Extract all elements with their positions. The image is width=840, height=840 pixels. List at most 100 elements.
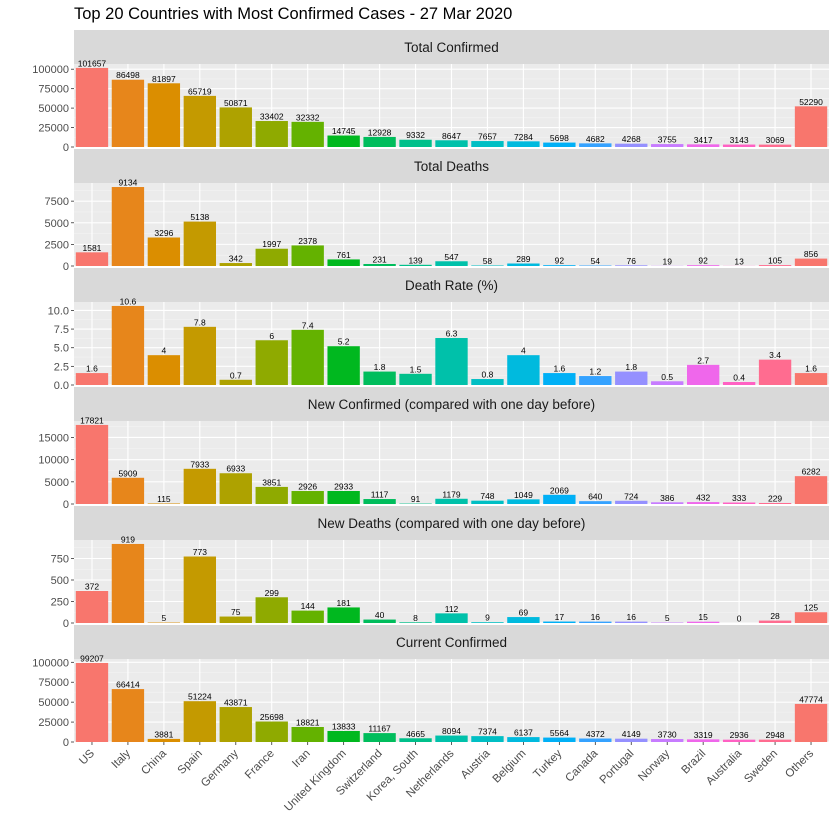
bar <box>435 261 468 266</box>
facet-strip-title: New Confirmed (compared with one day bef… <box>308 397 595 412</box>
bar-value-label: 1.5 <box>410 364 422 374</box>
bar <box>75 67 109 147</box>
bar <box>507 263 540 266</box>
bar <box>147 738 181 742</box>
bar <box>615 621 648 623</box>
bar <box>399 264 432 266</box>
bar <box>111 79 145 147</box>
bar <box>686 502 720 504</box>
bar <box>363 371 396 385</box>
bar <box>543 737 576 742</box>
bar-value-label: 10.6 <box>120 296 137 306</box>
y-tick-label: 0 <box>63 737 69 749</box>
bar <box>75 252 109 266</box>
bar-value-label: 2933 <box>334 481 353 491</box>
bar-value-label: 65719 <box>188 86 212 96</box>
bar-value-label: 9332 <box>406 130 425 140</box>
bar-value-label: 2378 <box>298 236 317 246</box>
bar <box>651 144 684 147</box>
bar <box>471 265 504 266</box>
bar-value-label: 761 <box>337 250 351 260</box>
bar-value-label: 1.8 <box>625 362 637 372</box>
y-tick-label: 100000 <box>32 657 69 669</box>
bar <box>471 141 504 147</box>
x-tick-label: China <box>139 747 169 777</box>
bar <box>435 140 468 147</box>
bar <box>147 237 181 266</box>
bar <box>75 591 109 623</box>
bar-value-label: 3296 <box>154 228 173 238</box>
bar-value-label: 856 <box>804 249 818 259</box>
bar-value-label: 333 <box>732 493 746 503</box>
bar-value-label: 54 <box>591 256 601 266</box>
y-tick-label: 2500 <box>45 239 69 251</box>
bar-value-label: 19 <box>662 256 672 266</box>
bar <box>219 616 252 623</box>
bar <box>686 739 720 742</box>
bar <box>111 187 145 266</box>
bar <box>219 707 252 742</box>
bar <box>722 739 756 742</box>
bar-value-label: 299 <box>265 588 279 598</box>
y-tick-label: 25000 <box>38 717 69 729</box>
bar <box>471 622 504 623</box>
bar-value-label: 66414 <box>116 680 140 690</box>
bar <box>255 721 288 742</box>
x-tick-label: Portugal <box>598 748 637 787</box>
bar <box>327 607 360 623</box>
bar <box>363 619 396 623</box>
bar-value-label: 33402 <box>260 112 284 122</box>
bar <box>327 346 360 385</box>
bar <box>686 621 720 623</box>
bar-value-label: 2948 <box>766 730 785 740</box>
bar-value-label: 4268 <box>622 134 641 144</box>
bar <box>794 373 828 385</box>
bar-value-label: 181 <box>337 598 351 608</box>
bar <box>615 371 648 385</box>
bar <box>543 621 576 623</box>
y-tick-label: 7500 <box>45 196 69 208</box>
facet-strip <box>74 30 829 64</box>
x-tick-label: Austria <box>459 747 493 781</box>
bar <box>758 739 792 742</box>
bar <box>794 106 828 147</box>
bar-value-label: 547 <box>444 252 458 262</box>
bar-value-label: 7.8 <box>194 317 206 327</box>
bar <box>615 143 648 147</box>
bar <box>327 135 360 147</box>
bar <box>75 662 109 742</box>
bar <box>363 733 396 742</box>
bar <box>543 142 576 147</box>
bar <box>758 265 792 266</box>
bar-value-label: 919 <box>121 534 135 544</box>
y-tick-label: 5000 <box>45 477 69 489</box>
x-tick-label: Brazil <box>679 748 708 777</box>
bar-value-label: 3730 <box>658 730 677 740</box>
bar <box>579 621 612 623</box>
bar-value-label: 724 <box>624 491 638 501</box>
bar <box>794 703 828 742</box>
bar-value-label: 5 <box>162 613 167 623</box>
bar-value-label: 1179 <box>442 489 461 499</box>
bar <box>183 95 217 147</box>
bar-value-label: 5.2 <box>338 337 350 347</box>
bar <box>507 141 540 147</box>
bar <box>794 476 828 504</box>
bar-value-label: 748 <box>480 491 494 501</box>
x-tick-label: Turkey <box>531 747 564 780</box>
bar <box>183 326 217 385</box>
bar <box>794 612 828 623</box>
bar-value-label: 81897 <box>152 74 176 84</box>
bar <box>75 373 109 385</box>
bar-value-label: 28 <box>770 611 780 621</box>
bar-value-label: 92 <box>555 256 565 266</box>
bar-value-label: 3417 <box>694 135 713 145</box>
bar <box>291 329 324 385</box>
bar-value-label: 3143 <box>730 135 749 145</box>
y-tick-label: 0 <box>63 261 69 273</box>
bar-value-label: 7.4 <box>302 320 314 330</box>
bar-value-label: 4149 <box>622 729 641 739</box>
bar-value-label: 0.7 <box>230 370 242 380</box>
facet-panel: New Deaths (compared with one day before… <box>51 506 829 630</box>
bar-value-label: 5 <box>665 613 670 623</box>
